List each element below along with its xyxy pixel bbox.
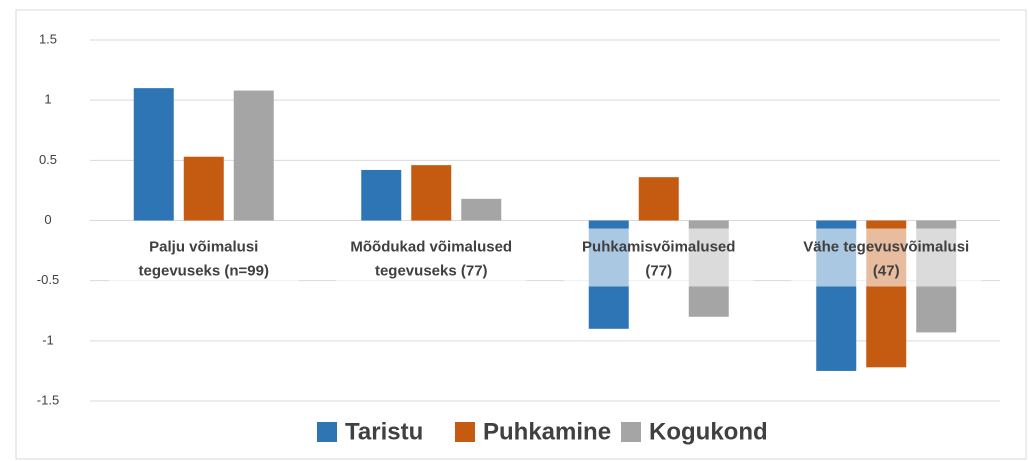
bar: [233, 90, 274, 221]
y-tick-label: -0.5: [37, 272, 59, 287]
x-tick-label: Palju võimalusi: [149, 238, 258, 255]
legend-swatch: [455, 422, 475, 442]
y-tick-label: 0.5: [39, 152, 57, 167]
y-tick-label: 1: [44, 92, 51, 107]
category-label-bg: [563, 228, 754, 287]
y-tick-label: 1.5: [39, 31, 57, 46]
x-tick-label: tegevuseks (77): [375, 262, 488, 279]
legend-label: Puhkamine: [483, 418, 611, 445]
bar: [361, 169, 402, 221]
x-tick-label: Vähe tegevusvõimalusi: [803, 238, 969, 255]
legend-swatch: [317, 422, 337, 442]
legend-label: Kogukond: [649, 418, 768, 445]
category-label-bg: [108, 228, 299, 287]
bar: [183, 156, 224, 221]
category-label-bg: [791, 228, 982, 287]
x-tick-label: (77): [645, 262, 672, 279]
x-tick-label: Puhkamisvõimalused: [582, 238, 735, 255]
bar: [461, 198, 502, 221]
y-tick-label: -1: [42, 332, 54, 347]
bar: [133, 88, 174, 221]
y-tick-label: -1.5: [37, 392, 59, 407]
legend-label: Taristu: [345, 418, 423, 445]
bar: [411, 165, 452, 221]
x-tick-label: Mõõdukad võimalused: [350, 238, 512, 255]
bar: [638, 177, 679, 221]
category-label-bg: [336, 228, 527, 287]
x-tick-label: (47): [873, 262, 900, 279]
x-tick-label: tegevuseks (n=99): [139, 262, 269, 279]
y-tick-label: 0: [44, 212, 51, 227]
legend-swatch: [621, 422, 641, 442]
